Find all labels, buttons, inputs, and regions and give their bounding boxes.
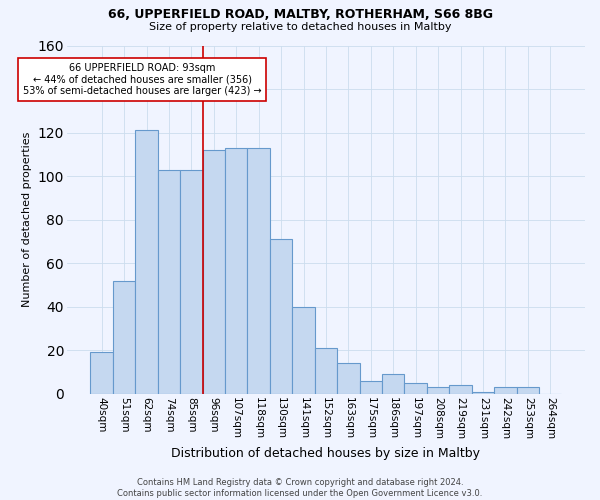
Bar [247,148,270,394]
Bar [404,383,427,394]
Bar [359,380,382,394]
Text: Contains HM Land Registry data © Crown copyright and database right 2024.
Contai: Contains HM Land Registry data © Crown c… [118,478,482,498]
Bar [472,392,494,394]
Bar [427,387,449,394]
Text: Size of property relative to detached houses in Maltby: Size of property relative to detached ho… [149,22,451,32]
Bar [135,130,158,394]
Bar [113,280,135,394]
Text: 66 UPPERFIELD ROAD: 93sqm
← 44% of detached houses are smaller (356)
53% of semi: 66 UPPERFIELD ROAD: 93sqm ← 44% of detac… [23,63,262,96]
Text: 66, UPPERFIELD ROAD, MALTBY, ROTHERHAM, S66 8BG: 66, UPPERFIELD ROAD, MALTBY, ROTHERHAM, … [107,8,493,20]
Bar [225,148,247,394]
Bar [315,348,337,394]
Bar [203,150,225,394]
Bar [158,170,180,394]
Bar [449,385,472,394]
Bar [91,352,113,394]
Bar [180,170,203,394]
Y-axis label: Number of detached properties: Number of detached properties [22,132,32,308]
Bar [270,239,292,394]
Bar [494,387,517,394]
X-axis label: Distribution of detached houses by size in Maltby: Distribution of detached houses by size … [172,447,481,460]
Bar [337,364,359,394]
Bar [517,387,539,394]
Bar [382,374,404,394]
Bar [292,306,315,394]
